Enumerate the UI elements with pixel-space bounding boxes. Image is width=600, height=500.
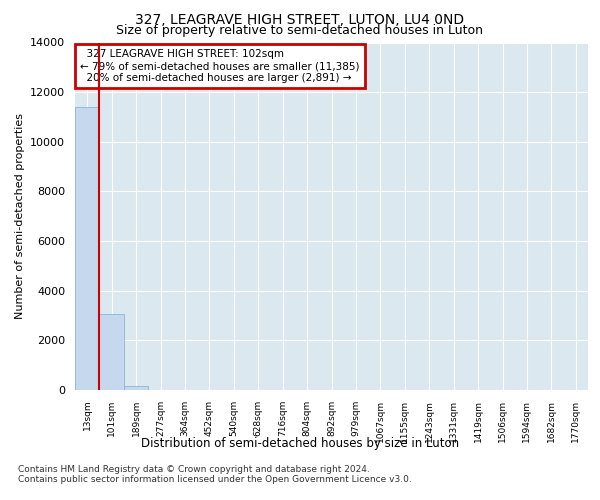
Text: 327, LEAGRAVE HIGH STREET, LUTON, LU4 0ND: 327, LEAGRAVE HIGH STREET, LUTON, LU4 0N… [136, 12, 464, 26]
Y-axis label: Number of semi-detached properties: Number of semi-detached properties [14, 114, 25, 320]
Text: Contains public sector information licensed under the Open Government Licence v3: Contains public sector information licen… [18, 475, 412, 484]
Text: 327 LEAGRAVE HIGH STREET: 102sqm
← 79% of semi-detached houses are smaller (11,3: 327 LEAGRAVE HIGH STREET: 102sqm ← 79% o… [80, 50, 359, 82]
Bar [75, 108, 100, 390]
Bar [124, 386, 148, 390]
Text: Size of property relative to semi-detached houses in Luton: Size of property relative to semi-detach… [116, 24, 484, 37]
Text: Contains HM Land Registry data © Crown copyright and database right 2024.: Contains HM Land Registry data © Crown c… [18, 465, 370, 474]
Bar [100, 314, 124, 390]
Text: Distribution of semi-detached houses by size in Luton: Distribution of semi-detached houses by … [141, 438, 459, 450]
